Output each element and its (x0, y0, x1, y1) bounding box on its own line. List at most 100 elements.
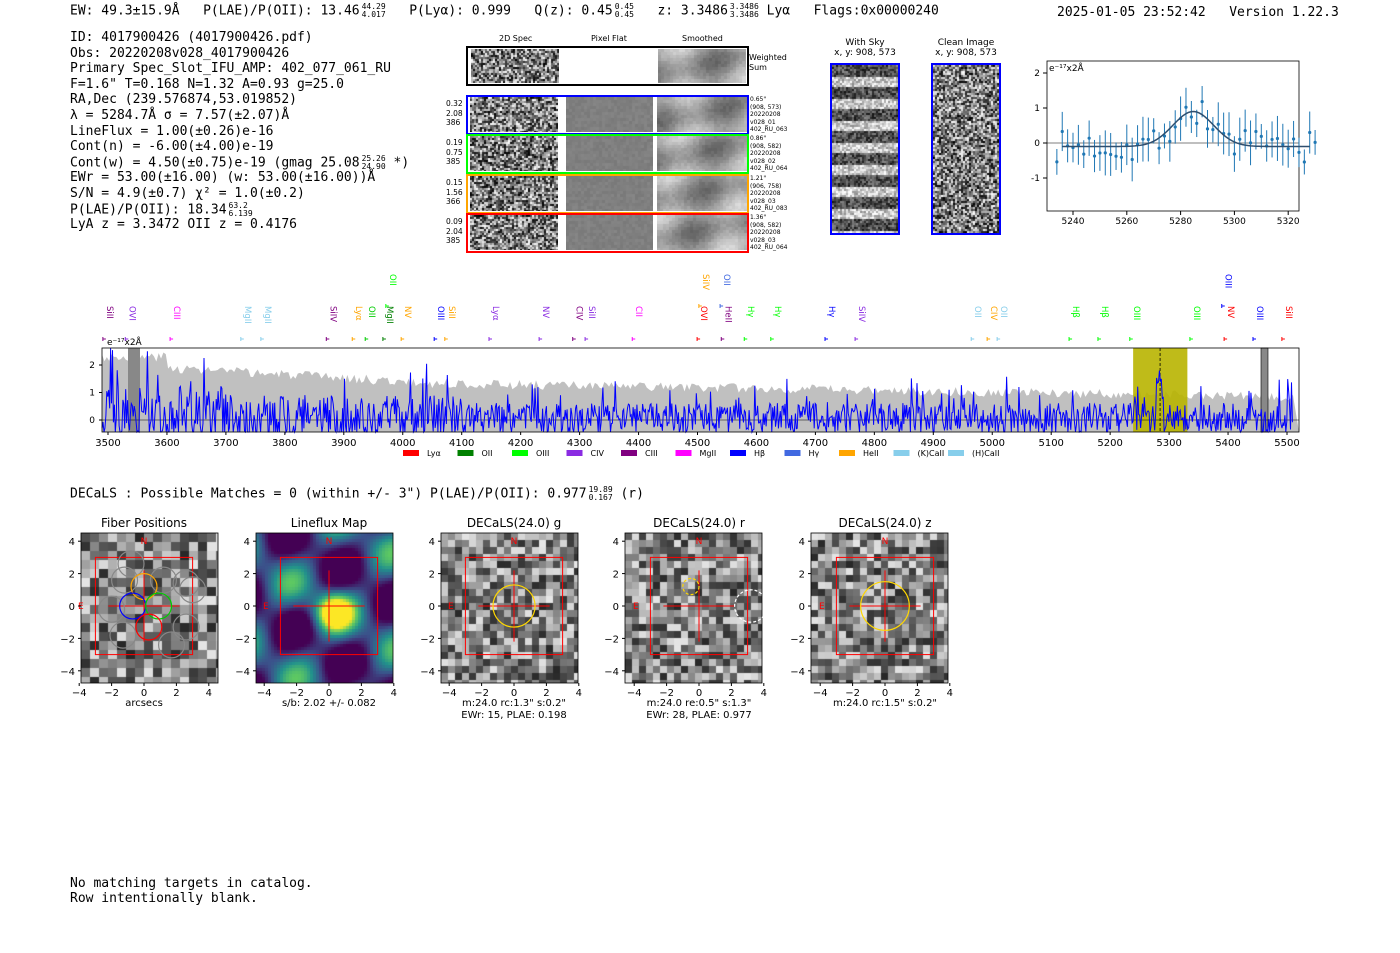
fit-data-point (1076, 143, 1080, 147)
legend-label: CIV (591, 449, 605, 458)
line-bracket-mark (169, 337, 174, 341)
emission-line-label: CIV (574, 306, 584, 320)
thumbnail-image-1 (256, 533, 393, 683)
line-bracket-mark (400, 337, 405, 341)
plae-text: P(LAE)/P(OII): 18.34 (70, 202, 227, 218)
line-bracket-mark (970, 337, 975, 341)
thumbnail-frame (440, 532, 579, 684)
x-tick-label: 5100 (1038, 438, 1063, 449)
thumbnail-title: DECaLS(24.0) z (838, 516, 931, 530)
y-tick-label: 2 (429, 570, 435, 581)
x-tick-label: −2 (659, 688, 674, 699)
x-tick-label: −4 (813, 688, 828, 699)
thumbnail-image-2 (441, 533, 578, 683)
legend-label: OIII (536, 449, 549, 458)
fit-data-point (1189, 115, 1193, 119)
spectrum-frame (101, 347, 1300, 433)
thumbnail-title: Lineflux Map (291, 516, 367, 530)
y-tick-label: −2 (235, 634, 250, 645)
x-tick-label: 0 (511, 688, 517, 699)
x-tick-label: 5240 (1062, 217, 1085, 227)
fiber-info-line: 402_RU_083 (750, 205, 788, 212)
fiber-circle (98, 595, 126, 623)
contw-text: Cont(w) = 4.50(±0.75)e-19 (gmag 25.08 (70, 155, 360, 171)
fiber-stat: 386 (446, 118, 461, 127)
compass-east: E (819, 602, 825, 612)
emission-line-label: SiII (586, 306, 596, 319)
row-smoothed-image (657, 176, 747, 211)
x-tick-label: 2 (543, 688, 549, 699)
legend-swatch (784, 450, 801, 456)
decals-lo: 0.167 (588, 493, 613, 502)
fit-data-point (1130, 157, 1134, 162)
fit-data-point (1195, 121, 1199, 125)
fiber-row-info: 1.21" (906, 758) 20220208 v028_03 402_RU_083 (750, 175, 787, 213)
decals-hi: 19.89 (588, 485, 613, 494)
y-tick-label: 0 (1034, 139, 1040, 149)
y-tick-label: 0 (799, 602, 805, 613)
y-tick-label: 4 (69, 537, 75, 548)
y-tick-label: 2 (89, 361, 95, 371)
weighted-sum-box (466, 46, 749, 86)
line-bracket-mark (1223, 337, 1228, 341)
emission-line-label: OVI (126, 306, 136, 321)
emission-line-label: MgII (262, 306, 272, 324)
fit-data-point (1157, 146, 1161, 150)
row-smoothed-image (657, 215, 747, 250)
info-obs: Obs: 20220208v028_4017900426 (70, 45, 290, 61)
ew-value: EW: 49.3±15.9Å (70, 3, 180, 19)
z-hi: 3.3486 (729, 2, 759, 11)
thumbnail-caption: m:24.0 rc:1.3" s:0.2" (462, 698, 566, 709)
legend-swatch (621, 450, 637, 456)
footer-notes: No matching targets in catalog. Row inte… (70, 876, 313, 906)
emission-line-label: NV (402, 306, 412, 318)
fit-data-point (1098, 151, 1102, 155)
x-tick-label: 5300 (1156, 438, 1181, 449)
emission-line-label: SiII (446, 306, 456, 319)
legend-swatch (839, 450, 855, 456)
col-title-smoothed: Smoothed (682, 34, 723, 43)
y-tick-label: 2 (613, 570, 619, 581)
header-right: 2025-01-05 23:52:42 Version 1.22.3 (1057, 5, 1339, 20)
fiber-circle (109, 621, 137, 649)
emission-line-label: Hβ (1070, 306, 1080, 318)
line-bracket-mark (325, 337, 330, 341)
legend-label: Hβ (754, 449, 765, 458)
x-tick-label: 5320 (1277, 217, 1300, 227)
x-tick-label: 4200 (508, 438, 533, 449)
fit-ylabel: e⁻¹⁷x2Å (1049, 62, 1085, 74)
x-tick-label: 4700 (803, 438, 828, 449)
fiber-row-stats: 0.09 2.04 385 (446, 217, 463, 246)
thumbnail-caption: EWr: 15, PLAE: 0.198 (461, 710, 567, 721)
x-tick-label: −2 (104, 688, 119, 699)
detection-info: ID: 4017900426 (4017900426.pdf) Obs: 202… (70, 30, 409, 233)
line-bracket-mark (124, 337, 129, 341)
emission-line-label: OVI (698, 306, 708, 321)
thumbnail-frame (810, 532, 949, 684)
source-ellipse (682, 577, 700, 596)
fiber-circle (117, 550, 145, 578)
x-tick-label: 5300 (1223, 217, 1246, 227)
legend-swatch (893, 450, 910, 456)
x-tick-label: −2 (845, 688, 860, 699)
thumbnail-title: Fiber Positions (101, 516, 187, 530)
y-tick-label: −4 (420, 667, 435, 678)
fiber-info-line: 1.21" (750, 175, 767, 182)
legend-swatch (566, 450, 583, 456)
y-tick-label: −2 (604, 634, 619, 645)
fit-data-point (1281, 143, 1285, 147)
emission-line-label: OIII (1254, 306, 1264, 320)
legend-swatch (675, 450, 692, 456)
fiber-stat: 385 (446, 236, 461, 245)
info-lyaz: LyA z = 3.3472 OII z = 0.4176 (70, 217, 297, 233)
thumbnail-image-0 (81, 533, 218, 683)
x-tick-label: 2 (358, 688, 364, 699)
x-tick-label: 4400 (626, 438, 651, 449)
aperture-box (835, 556, 935, 656)
fiber-row-info: 1.36" (908, 582) 20220208 v028_03 402_RU_064 (750, 214, 787, 252)
x-tick-label: −4 (72, 688, 87, 699)
info-plae-lo: 6.139 (228, 208, 253, 218)
fit-data-point (1060, 129, 1064, 134)
